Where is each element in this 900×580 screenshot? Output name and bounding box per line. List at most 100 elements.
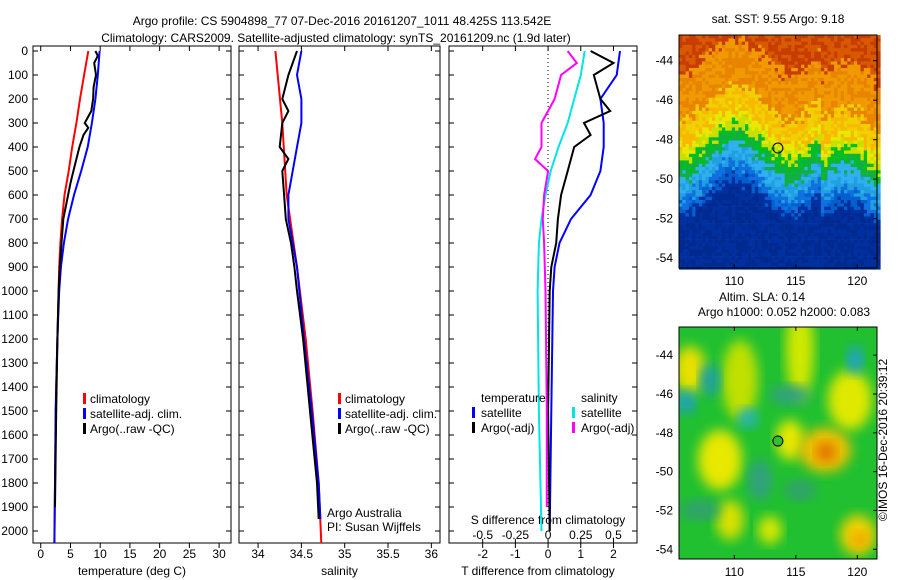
heatmap-cell: [721, 127, 726, 131]
heatmap-cell: [735, 74, 739, 79]
heatmap-cell: [814, 61, 818, 65]
heatmap-cell: [827, 120, 832, 125]
heatmap-cell: [863, 190, 868, 194]
heatmap-cell: [778, 190, 782, 194]
heatmap-cell: [787, 216, 792, 221]
heatmap-cell: [811, 226, 815, 230]
heatmap-cell: [804, 110, 808, 115]
heatmap-cell: [817, 48, 822, 52]
heatmap-cell: [758, 51, 762, 56]
heatmap-cell: [824, 242, 828, 247]
heatmap-cell: [834, 54, 838, 59]
heatmap-cell: [830, 101, 835, 105]
heatmap-cell: [847, 41, 851, 46]
heatmap-cell: [725, 94, 729, 98]
heatmap-cell: [870, 114, 874, 118]
heatmap-cell: [745, 124, 749, 128]
heatmap-cell: [837, 140, 841, 145]
heatmap-cell: [688, 206, 693, 211]
heatmap-cell: [804, 259, 808, 263]
heatmap-cell: [787, 68, 792, 72]
heatmap-cell: [873, 81, 878, 85]
heatmap-cell: [705, 120, 709, 125]
heatmap-cell: [778, 170, 782, 174]
heatmap-cell: [761, 38, 766, 42]
heatmap-cell: [797, 74, 802, 79]
heatmap-cell: [738, 130, 742, 135]
heatmap-cell: [751, 252, 756, 257]
heatmap-cell: [814, 252, 818, 257]
heatmap-cell: [728, 54, 733, 59]
heatmap-cell: [751, 48, 756, 52]
heatmap-cell: [748, 180, 752, 184]
heatmap-cell: [834, 51, 838, 56]
heatmap-cell: [811, 216, 815, 221]
heatmap-cell: [731, 183, 736, 188]
heatmap-cell: [827, 193, 832, 197]
heatmap-cell: [824, 84, 828, 89]
heatmap-cell: [695, 107, 700, 112]
heatmap-cell: [748, 259, 752, 263]
heatmap-cell: [685, 51, 690, 56]
heatmap-cell: [781, 246, 785, 250]
heatmap-cell: [797, 226, 802, 230]
heatmap-cell: [817, 163, 822, 168]
heatmap-cell: [702, 87, 706, 92]
heatmap-cell: [837, 236, 841, 240]
heatmap-cell: [830, 203, 835, 207]
heatmap-cell: [824, 167, 828, 171]
heatmap-cell: [702, 41, 706, 46]
heatmap-cell: [682, 97, 686, 102]
heatmap-cell: [698, 213, 703, 217]
heatmap-cell: [761, 216, 766, 221]
heatmap-cell: [820, 51, 825, 56]
heatmap-cell: [811, 153, 815, 158]
heatmap-cell: [870, 124, 874, 128]
heatmap-cell: [877, 190, 881, 194]
heatmap-cell: [721, 203, 726, 207]
heatmap-cell: [827, 114, 832, 118]
x-tick-label: -2: [477, 547, 488, 561]
heatmap-cell: [827, 38, 832, 42]
heatmap-cell: [758, 44, 762, 49]
heatmap-cell: [754, 143, 759, 148]
heatmap-cell: [834, 101, 838, 105]
heatmap-cell: [820, 200, 825, 204]
heatmap-cell: [860, 124, 865, 128]
heatmap-cell: [794, 41, 799, 46]
heatmap-cell: [811, 180, 815, 184]
heatmap-cell: [860, 170, 865, 174]
heatmap-cell: [830, 104, 835, 108]
lat-tick-label: -52: [656, 212, 674, 226]
heatmap-cell: [774, 239, 779, 244]
heatmap-cell: [797, 41, 802, 46]
heatmap-cell: [725, 213, 729, 217]
heatmap-cell: [751, 110, 756, 115]
heatmap-cell: [679, 173, 683, 178]
heatmap-cell: [682, 252, 686, 257]
heatmap-cell: [702, 242, 706, 247]
heatmap-cell: [847, 137, 851, 141]
heatmap-cell: [870, 44, 874, 49]
heatmap-cell: [814, 213, 818, 217]
heatmap-cell: [847, 206, 851, 211]
heatmap-cell: [840, 147, 845, 151]
heatmap-cell: [768, 223, 772, 227]
heatmap-cell: [695, 213, 700, 217]
heatmap-cell: [712, 51, 716, 56]
heatmap-cell: [685, 127, 690, 131]
heatmap-cell: [758, 233, 762, 237]
heatmap-cell: [748, 157, 752, 161]
heatmap-cell: [682, 167, 686, 171]
heatmap-cell: [830, 58, 835, 62]
heatmap-cell: [688, 44, 693, 49]
heatmap-cell: [702, 226, 706, 230]
heatmap-cell: [712, 87, 716, 92]
heatmap-cell: [870, 134, 874, 138]
heatmap-cell: [751, 200, 756, 204]
heatmap-cell: [853, 143, 858, 148]
heatmap-cell: [692, 104, 696, 108]
heatmap-cell: [870, 81, 874, 85]
heatmap-cell: [840, 137, 845, 141]
heatmap-cell: [814, 68, 818, 72]
